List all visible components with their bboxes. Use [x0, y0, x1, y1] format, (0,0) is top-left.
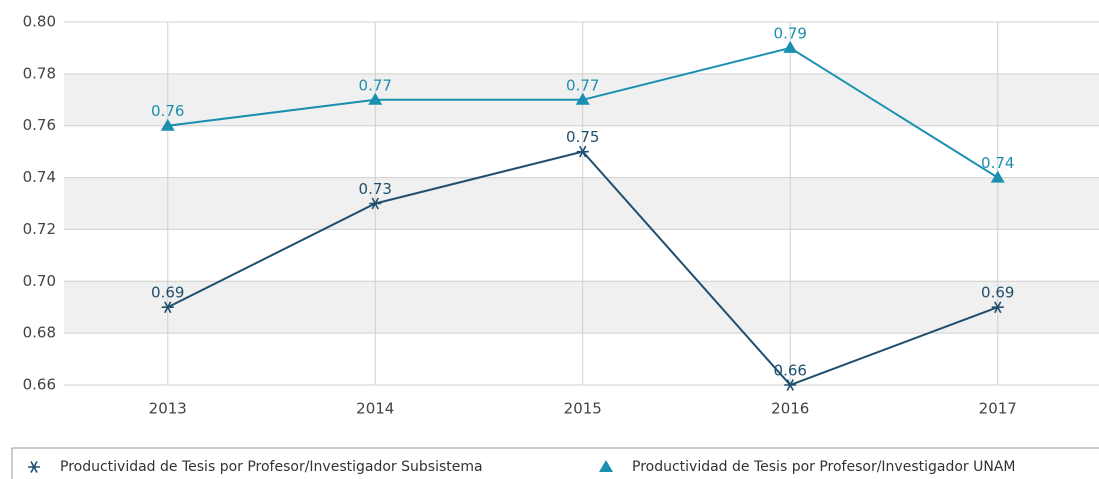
legend-box	[11, 447, 1099, 479]
data-label: 0.79	[774, 24, 807, 42]
data-label: 0.77	[566, 76, 599, 94]
marker	[161, 301, 174, 314]
marker	[575, 92, 590, 105]
y-tick-label: 0.76	[23, 116, 56, 134]
y-tick-label: 0.72	[23, 220, 56, 238]
marker	[369, 197, 382, 210]
band	[64, 281, 1099, 334]
marker	[368, 92, 383, 105]
marker	[990, 170, 1005, 183]
y-tick-label: 0.66	[23, 376, 56, 394]
y-tick-label: 0.70	[23, 272, 56, 290]
band	[64, 177, 1099, 230]
data-label: 0.69	[151, 284, 184, 302]
data-label: 0.66	[774, 362, 807, 380]
x-tick-label: 2017	[979, 400, 1017, 418]
marker	[576, 145, 589, 158]
plot-bands	[64, 73, 1099, 334]
data-label: 0.73	[359, 180, 392, 198]
marker	[991, 301, 1004, 314]
y-tick-label: 0.78	[23, 64, 56, 82]
data-label: 0.75	[566, 128, 599, 146]
data-label: 0.77	[359, 76, 392, 94]
data-label: 0.74	[981, 154, 1014, 172]
legend-label: Productividad de Tesis por Profesor/Inve…	[632, 459, 1016, 475]
marker	[599, 460, 613, 472]
x-tick-label: 2014	[356, 400, 394, 418]
legend-label: Productividad de Tesis por Profesor/Inve…	[60, 459, 483, 475]
x-tick-label: 2015	[564, 400, 602, 418]
data-label: 0.76	[151, 102, 184, 120]
x-tick-label: 2013	[149, 400, 187, 418]
marker	[783, 40, 798, 53]
y-tick-label: 0.74	[23, 168, 56, 186]
data-label: 0.69	[981, 284, 1014, 302]
marker	[28, 461, 40, 473]
x-tick-label: 2016	[771, 400, 809, 418]
marker	[784, 379, 797, 391]
marker	[160, 118, 175, 131]
y-tick-label: 0.68	[23, 324, 56, 342]
y-tick-label: 0.80	[23, 13, 56, 31]
